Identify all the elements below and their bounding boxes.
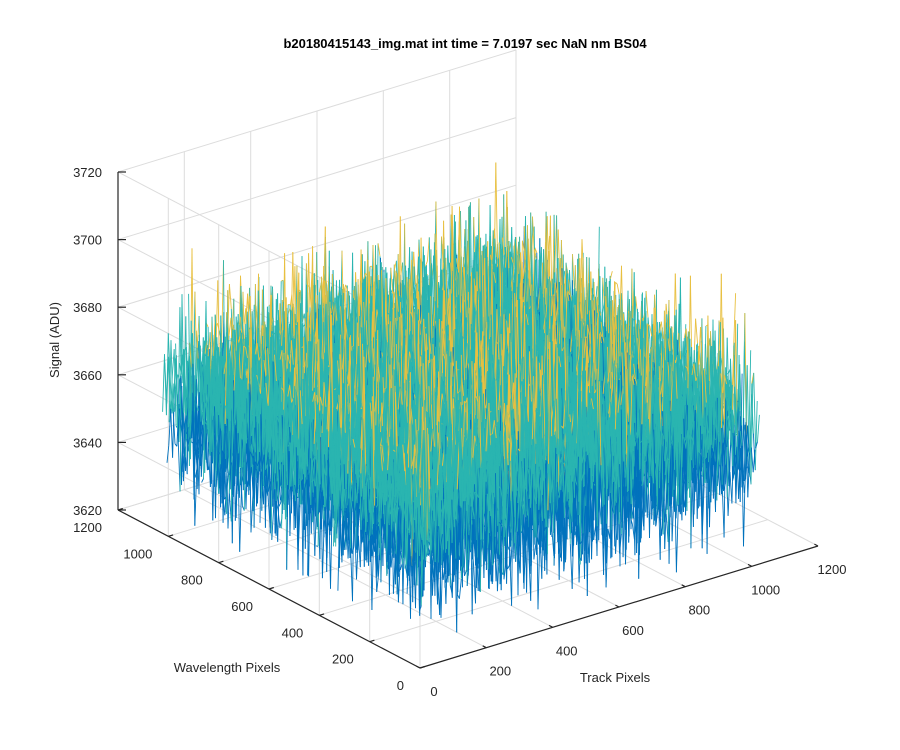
surface-segment	[377, 243, 381, 257]
surface-segment	[215, 280, 219, 349]
grid-line	[117, 117, 517, 241]
surface-segment	[258, 273, 261, 359]
surface-segment	[194, 471, 198, 526]
surface-segment	[363, 273, 366, 280]
surface-segment	[201, 478, 204, 483]
grid-line	[369, 519, 768, 643]
surface-segment	[162, 354, 165, 412]
surface-segment	[170, 400, 174, 412]
surface-segment	[228, 283, 232, 309]
surface-plot	[162, 162, 760, 633]
surface-segment	[168, 340, 172, 423]
grid-line	[117, 184, 517, 308]
surface-segment	[173, 349, 177, 427]
surface-segment	[322, 226, 326, 307]
surface-segment	[180, 349, 184, 375]
surface-segment	[183, 409, 186, 471]
grid-line	[117, 49, 517, 173]
surface-segment	[495, 162, 499, 269]
surface-segment	[164, 362, 168, 404]
surface-segment	[170, 340, 174, 412]
surface-segment	[172, 411, 176, 444]
surface-segment	[177, 363, 180, 430]
surface-segment	[168, 408, 172, 446]
surface-segment	[172, 358, 176, 413]
grid-line	[117, 441, 421, 601]
surface-segment	[166, 356, 170, 404]
surface-segment	[170, 408, 174, 458]
surface-segment	[447, 245, 451, 295]
surface-segment	[166, 445, 170, 463]
surface-segment	[175, 343, 178, 430]
surface-segment	[178, 363, 182, 375]
